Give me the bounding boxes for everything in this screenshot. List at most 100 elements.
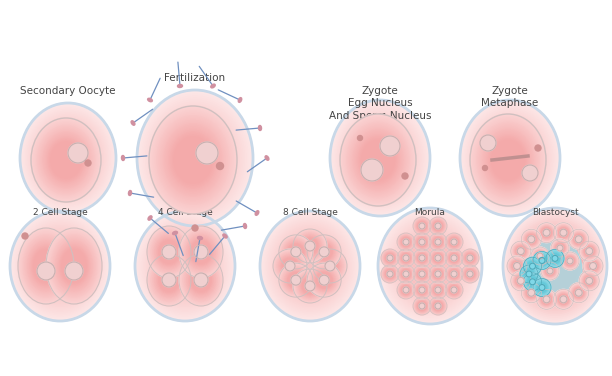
- Ellipse shape: [506, 211, 604, 320]
- Ellipse shape: [515, 246, 526, 257]
- Circle shape: [567, 258, 573, 264]
- Ellipse shape: [294, 230, 326, 261]
- Ellipse shape: [151, 106, 239, 210]
- Circle shape: [535, 145, 541, 151]
- Ellipse shape: [32, 116, 105, 200]
- Circle shape: [319, 275, 329, 285]
- Ellipse shape: [385, 269, 395, 279]
- Ellipse shape: [433, 253, 443, 263]
- Ellipse shape: [513, 243, 529, 259]
- Ellipse shape: [584, 258, 602, 274]
- Ellipse shape: [537, 255, 547, 266]
- Ellipse shape: [460, 100, 560, 216]
- Ellipse shape: [300, 276, 320, 296]
- Ellipse shape: [59, 246, 89, 286]
- Ellipse shape: [313, 269, 335, 291]
- Ellipse shape: [297, 273, 323, 299]
- Ellipse shape: [398, 282, 414, 298]
- Ellipse shape: [478, 124, 538, 196]
- Ellipse shape: [414, 265, 430, 282]
- Ellipse shape: [538, 224, 555, 241]
- Circle shape: [217, 162, 223, 170]
- Ellipse shape: [283, 259, 297, 273]
- Ellipse shape: [316, 252, 344, 280]
- Ellipse shape: [513, 244, 528, 258]
- Ellipse shape: [538, 284, 546, 292]
- Ellipse shape: [413, 281, 431, 299]
- Ellipse shape: [269, 221, 351, 311]
- Ellipse shape: [557, 293, 570, 306]
- Ellipse shape: [152, 232, 185, 272]
- Ellipse shape: [308, 235, 341, 268]
- Ellipse shape: [277, 253, 304, 279]
- Ellipse shape: [536, 252, 544, 260]
- Ellipse shape: [413, 265, 431, 283]
- Ellipse shape: [580, 242, 599, 260]
- Ellipse shape: [524, 285, 539, 300]
- Ellipse shape: [416, 300, 428, 312]
- Ellipse shape: [23, 226, 97, 306]
- Ellipse shape: [512, 242, 530, 261]
- Ellipse shape: [430, 234, 446, 250]
- Ellipse shape: [318, 254, 342, 278]
- Ellipse shape: [517, 224, 593, 308]
- Ellipse shape: [514, 274, 527, 287]
- Ellipse shape: [148, 256, 190, 305]
- Ellipse shape: [163, 243, 206, 290]
- Ellipse shape: [514, 220, 596, 312]
- Ellipse shape: [415, 283, 429, 297]
- Ellipse shape: [283, 239, 309, 265]
- Circle shape: [194, 273, 208, 287]
- Ellipse shape: [569, 230, 588, 249]
- Ellipse shape: [524, 274, 540, 290]
- Ellipse shape: [181, 228, 221, 276]
- Ellipse shape: [392, 224, 468, 308]
- Ellipse shape: [417, 253, 428, 264]
- Ellipse shape: [539, 225, 554, 240]
- Ellipse shape: [431, 283, 445, 297]
- Ellipse shape: [275, 251, 305, 281]
- Ellipse shape: [543, 265, 556, 277]
- Ellipse shape: [179, 226, 223, 278]
- Ellipse shape: [513, 244, 528, 259]
- Ellipse shape: [534, 279, 550, 296]
- Ellipse shape: [299, 235, 321, 258]
- Ellipse shape: [581, 273, 597, 289]
- Ellipse shape: [551, 240, 569, 256]
- Ellipse shape: [223, 234, 227, 238]
- Ellipse shape: [400, 284, 412, 296]
- Ellipse shape: [313, 241, 335, 263]
- Ellipse shape: [398, 266, 414, 282]
- Ellipse shape: [545, 267, 554, 275]
- Ellipse shape: [34, 120, 102, 197]
- Ellipse shape: [417, 301, 427, 311]
- Ellipse shape: [416, 252, 428, 264]
- Ellipse shape: [319, 255, 341, 277]
- Ellipse shape: [431, 235, 446, 249]
- Ellipse shape: [398, 282, 414, 298]
- Ellipse shape: [431, 268, 444, 280]
- Ellipse shape: [286, 270, 306, 290]
- Ellipse shape: [276, 252, 304, 280]
- Ellipse shape: [386, 254, 394, 262]
- Ellipse shape: [238, 98, 242, 102]
- Ellipse shape: [319, 255, 341, 277]
- Ellipse shape: [512, 261, 521, 271]
- Ellipse shape: [528, 236, 582, 296]
- Ellipse shape: [479, 123, 540, 193]
- Ellipse shape: [433, 302, 442, 311]
- Ellipse shape: [280, 232, 340, 300]
- Ellipse shape: [35, 123, 97, 197]
- Ellipse shape: [546, 267, 554, 275]
- Ellipse shape: [315, 242, 334, 262]
- Ellipse shape: [135, 211, 235, 321]
- Ellipse shape: [191, 268, 211, 292]
- Ellipse shape: [434, 254, 442, 262]
- Ellipse shape: [13, 214, 107, 318]
- Ellipse shape: [540, 226, 553, 240]
- Ellipse shape: [431, 236, 444, 248]
- Ellipse shape: [429, 217, 447, 235]
- Ellipse shape: [534, 280, 550, 295]
- Ellipse shape: [537, 223, 556, 243]
- Ellipse shape: [448, 236, 460, 248]
